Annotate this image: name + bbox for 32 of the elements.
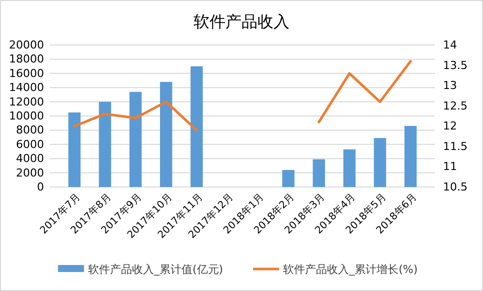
y2-tick-label: 12 [443, 120, 457, 133]
y-tick-label: 20000 [9, 38, 44, 52]
bar [129, 92, 142, 187]
y2-tick-label: 13.5 [443, 58, 468, 72]
y-tick-label: 14000 [9, 81, 44, 94]
y-tick-label: 16000 [9, 66, 44, 80]
y-tick-label: 12000 [9, 95, 44, 108]
bar [68, 112, 81, 187]
y2-tick-label: 14 [443, 38, 457, 52]
bar [343, 149, 356, 187]
chart-title: 软件产品收入 [194, 12, 290, 31]
y2-tick-label: 11 [443, 160, 457, 174]
bar [190, 66, 203, 187]
y-tick-label: 0 [37, 180, 44, 194]
bar [404, 126, 417, 187]
y-tick-label: 18000 [9, 52, 44, 66]
bar [98, 102, 112, 187]
y2-tick-label: 13 [443, 79, 457, 92]
legend-label: 软件产品收入_累计值(亿元) [88, 263, 224, 276]
bar [374, 138, 386, 187]
bar [312, 159, 325, 187]
y2-tick-label: 11.5 [443, 140, 468, 153]
bar [282, 170, 294, 187]
y2-tick-label: 12.5 [443, 99, 468, 112]
y-tick-label: 6000 [16, 138, 44, 151]
y-tick-label: 8000 [16, 124, 44, 137]
y-tick-label: 10000 [9, 110, 44, 123]
bar [160, 82, 172, 187]
y2-tick-label: 10.5 [443, 180, 468, 194]
legend-label: 软件产品收入_累计增长(%) [283, 263, 418, 276]
y-tick-label: 2000 [16, 166, 44, 180]
y-tick-label: 4000 [16, 152, 44, 166]
